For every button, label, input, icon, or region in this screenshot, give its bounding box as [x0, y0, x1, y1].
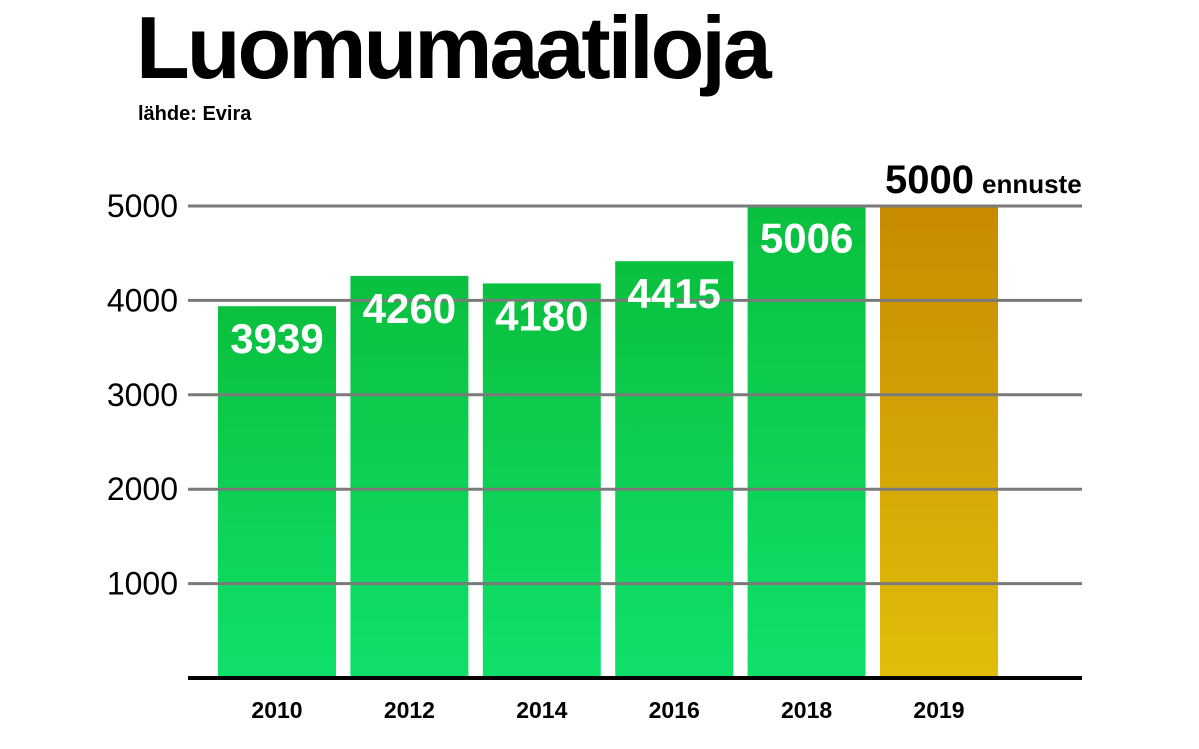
y-tick-label: 5000	[107, 188, 178, 224]
y-tick-label: 3000	[107, 377, 178, 413]
y-tick-label: 1000	[107, 566, 178, 602]
gridlines-group	[188, 204, 1082, 680]
bar-value-label: 5006	[760, 214, 853, 261]
bars-group	[218, 205, 998, 678]
x-tick-label: 2019	[913, 697, 964, 723]
bar-2010	[218, 306, 336, 678]
y-tick-label: 2000	[107, 471, 178, 507]
bar-2012	[350, 275, 469, 678]
forecast-value-label: 5000 ennuste	[885, 158, 1082, 202]
x-tick-label: 2014	[516, 697, 567, 723]
bar-value-label: 4180	[495, 292, 588, 339]
x-tick-label: 2018	[781, 697, 832, 723]
x-tick-label: 2012	[384, 697, 435, 723]
bar-2018	[747, 205, 866, 678]
x-tick-label: 2016	[649, 697, 700, 723]
bar-2016	[615, 261, 734, 678]
bar-value-label: 3939	[230, 315, 323, 362]
y-tick-label: 4000	[107, 282, 178, 318]
bar-value-label: 4415	[627, 270, 720, 317]
chart-source: lähde: Evira	[138, 103, 252, 125]
chart-title: Luomumaatiloja	[136, 0, 772, 97]
labels-group: 1000 2000 3000 4000 5000 2010 2012 2014 2016 2018…	[107, 158, 1082, 723]
bar-2019-forecast	[880, 206, 998, 678]
bar-2014	[482, 283, 601, 678]
bar-value-label: 4260	[363, 285, 456, 332]
x-tick-label: 2010	[251, 697, 302, 723]
